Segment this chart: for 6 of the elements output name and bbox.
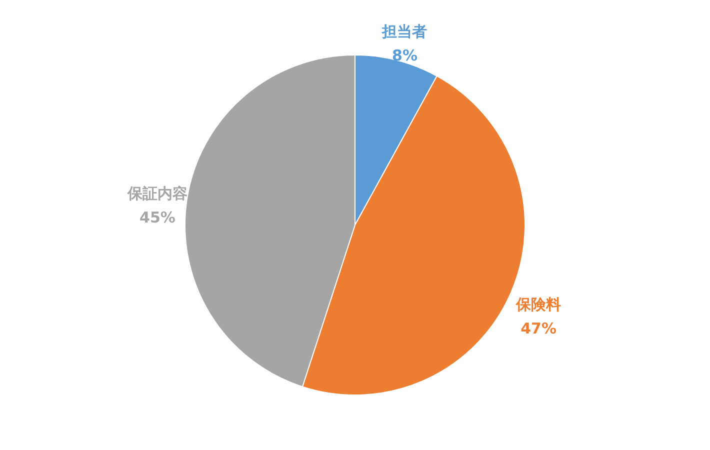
- slice-label: 担当者: [381, 22, 428, 40]
- data-label: 47%: [520, 319, 557, 338]
- slice-label: 保証内容: [126, 184, 188, 203]
- data-label: 45%: [140, 208, 176, 227]
- data-label: 8%: [392, 46, 418, 64]
- slice-label: 保険料: [515, 295, 562, 314]
